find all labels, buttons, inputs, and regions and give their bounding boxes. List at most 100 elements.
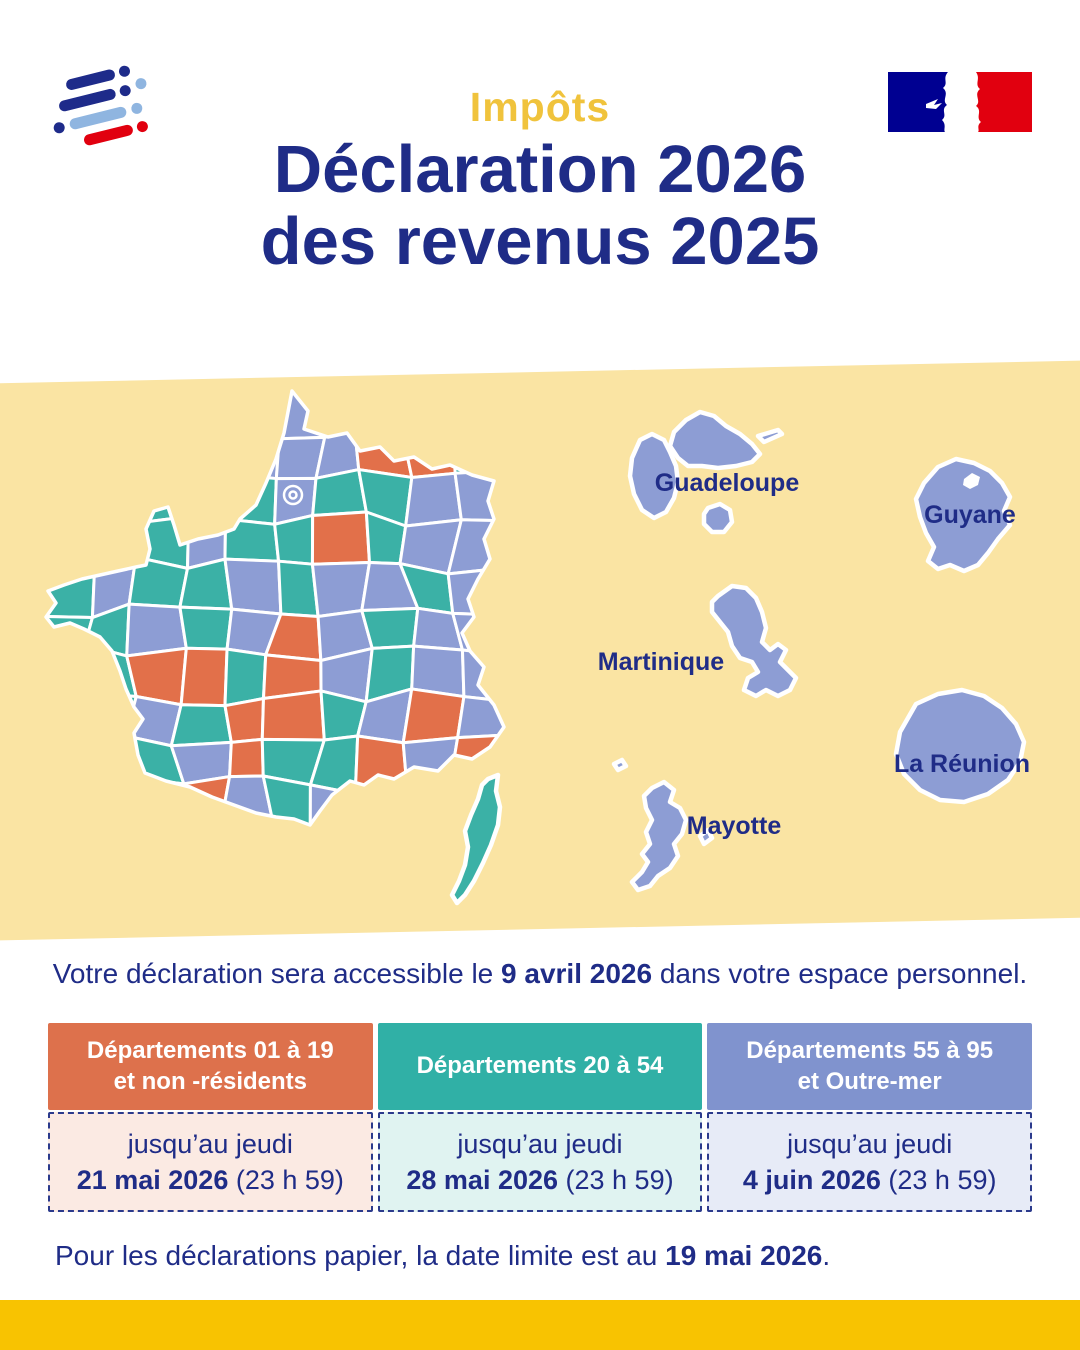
department-tile <box>223 517 281 563</box>
department-tile <box>80 436 137 478</box>
deadline-cell: jusqu’au jeudi 4 juin 2026 (23 h 59) <box>707 1112 1032 1212</box>
header-line-1: Départements 20 à 54 <box>416 1052 664 1080</box>
deadline-line-2: 21 mai 2026 (23 h 59) <box>77 1162 344 1198</box>
mayotte-shape <box>611 757 715 893</box>
department-tile <box>228 737 265 779</box>
department-tile <box>179 646 229 708</box>
notice-date: 9 avril 2026 <box>501 958 653 989</box>
footer-prefix: Pour les déclarations papier, la date li… <box>55 1240 666 1271</box>
department-tile <box>46 514 97 563</box>
header-line-2: et non -résidents <box>113 1067 307 1095</box>
header-line-1: Départements 01 à 19 <box>86 1036 334 1064</box>
department-tile <box>456 695 504 740</box>
department-tile <box>452 427 504 475</box>
department-tile <box>223 647 268 708</box>
impots-gouv-logo <box>53 65 148 146</box>
footer-suffix: . <box>822 1240 831 1271</box>
deadline-line-1: jusqu’au jeudi <box>127 1128 293 1159</box>
header-line-1: Départements 55 à 95 <box>746 1036 994 1064</box>
guadeloupe-shape <box>627 409 785 535</box>
french-republic-logo <box>888 72 1032 132</box>
department-tile <box>353 777 415 825</box>
title-line-2: des revenus 2025 <box>260 204 820 280</box>
guyane-white-mark <box>963 473 980 489</box>
department-tile <box>261 774 312 825</box>
department-tile <box>46 691 98 740</box>
column-header: Départements 55 à 95 et Outre-mer <box>707 1023 1032 1110</box>
deadline-time: (23 h 59) <box>880 1165 997 1195</box>
department-tile <box>401 427 457 479</box>
department-tile <box>311 468 368 517</box>
paris-center-ring <box>288 490 298 500</box>
header-line-2: et Outre-mer <box>797 1067 942 1095</box>
corsica-shape <box>449 772 503 906</box>
paper-deadline-note: Pour les déclarations papier, la date li… <box>55 1240 830 1272</box>
marianne-bird-mark <box>926 99 942 109</box>
deadline-line-2: 4 juin 2026 (23 h 59) <box>743 1162 997 1198</box>
deadline-cell: jusqu’au jeudi 28 mai 2026 (23 h 59) <box>377 1112 703 1212</box>
map-label-la-reunion: La Réunion <box>894 750 1030 778</box>
deadlines-table: Départements 01 à 19 et non -résidents j… <box>48 1023 1032 1212</box>
france-departments-map: Guadeloupe Guyane Martinique La Réunion … <box>44 389 1030 906</box>
department-tile <box>401 687 466 745</box>
department-tile <box>452 391 504 432</box>
deadline-cell: jusqu’au jeudi 21 mai 2026 (23 h 59) <box>48 1112 373 1212</box>
department-tile <box>360 606 420 650</box>
column-header: Départements 01 à 19 et non -résidents <box>48 1023 373 1110</box>
department-tile <box>80 391 139 442</box>
department-tile <box>453 467 504 523</box>
deadline-time: (23 h 59) <box>228 1165 344 1195</box>
department-tile <box>46 614 94 650</box>
la-reunion-shape <box>893 687 1027 805</box>
mainland-france <box>44 389 506 906</box>
department-tile <box>123 422 178 485</box>
map-label-mayotte: Mayotte <box>687 812 782 840</box>
footer-date: 19 mai 2026 <box>665 1240 823 1271</box>
kicker-impots: Impôts <box>469 84 611 130</box>
department-tile <box>404 777 465 825</box>
martinique-shape <box>709 583 799 699</box>
department-tile <box>88 776 132 825</box>
department-tile <box>273 513 315 566</box>
department-tile <box>171 422 232 485</box>
department-tile <box>174 472 230 521</box>
department-tile <box>83 691 138 740</box>
department-tile <box>178 605 234 651</box>
department-tile <box>446 564 504 618</box>
department-tile <box>399 391 466 438</box>
deadline-line-1: jusqu’au jeudi <box>457 1128 623 1159</box>
deadline-date: 28 mai 2026 <box>406 1165 559 1195</box>
department-tile <box>46 733 100 781</box>
availability-notice: Votre déclaration sera accessible le 9 a… <box>0 956 1080 992</box>
department-tile <box>94 734 131 781</box>
department-tile <box>224 472 278 526</box>
department-tile <box>78 473 138 529</box>
map-label-guyane: Guyane <box>924 501 1016 529</box>
department-tile <box>46 391 91 442</box>
page-title: Déclaration 2026 des revenus 2025 <box>0 132 1080 280</box>
department-tile <box>310 510 371 566</box>
department-tile <box>404 471 463 528</box>
notice-prefix: Votre déclaration sera accessible le <box>52 958 502 989</box>
department-tile <box>260 689 326 742</box>
department-tile <box>460 648 504 705</box>
department-tile <box>46 431 84 480</box>
department-tile <box>223 697 265 744</box>
map-label-martinique: Martinique <box>598 648 724 676</box>
deadline-line-2: 28 mai 2026 (23 h 59) <box>406 1162 673 1198</box>
deadline-date: 21 mai 2026 <box>76 1165 229 1195</box>
title-line-1: Déclaration 2026 <box>273 132 807 207</box>
notice-suffix: dans votre espace personnel. <box>652 958 1028 989</box>
department-tile <box>223 557 283 616</box>
department-tile <box>323 391 364 439</box>
column-departements-20-54: Départements 20 à 54 jusqu’au jeudi 28 m… <box>377 1023 703 1212</box>
column-departements-55-95: Départements 55 à 95 et Outre-mer jusqu’… <box>707 1023 1032 1212</box>
department-tile <box>448 732 504 787</box>
department-tile <box>78 521 138 563</box>
column-departements-01-19: Départements 01 à 19 et non -résidents j… <box>48 1023 373 1212</box>
deadline-date: 4 juin 2026 <box>742 1165 881 1195</box>
department-tile <box>46 643 87 705</box>
department-tile <box>171 391 232 439</box>
column-header: Départements 20 à 54 <box>377 1023 703 1110</box>
map-label-guadeloupe: Guadeloupe <box>655 469 800 497</box>
